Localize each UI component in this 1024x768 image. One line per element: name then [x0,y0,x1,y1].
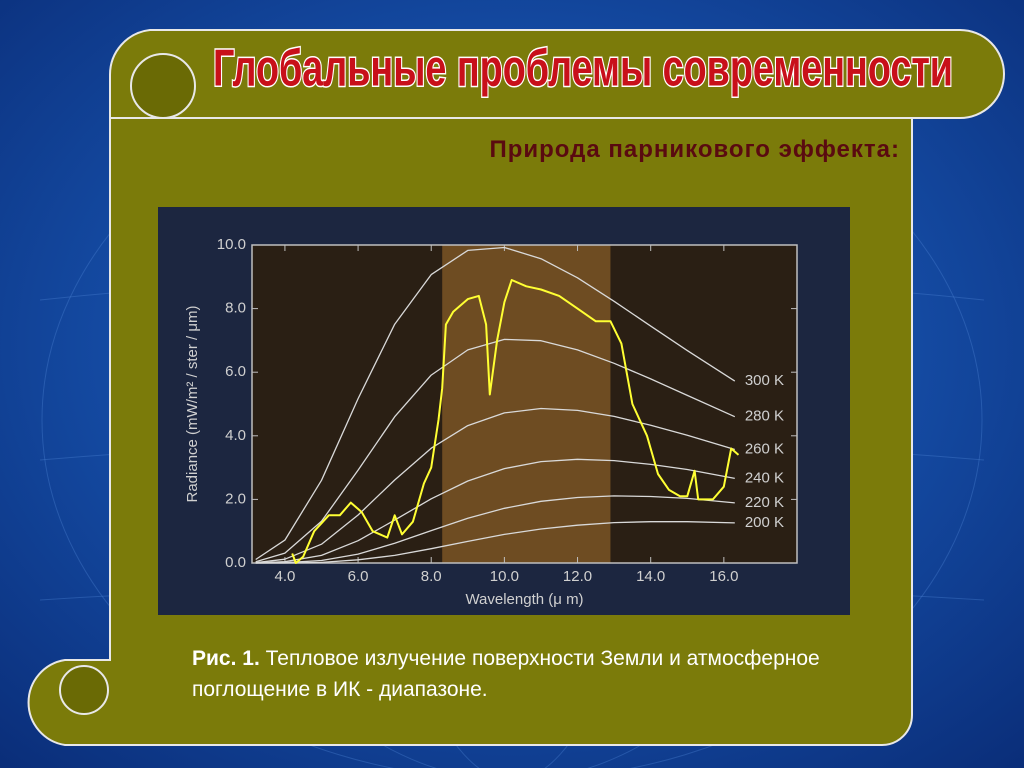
series-label: 240 K [745,469,784,486]
y-tick-label: 0.0 [225,554,246,571]
y-tick-label: 4.0 [225,427,246,444]
series-line [255,246,736,561]
scroll-curl [59,665,109,715]
x-tick-label: 4.0 [274,568,295,585]
series-line [255,521,735,564]
series-line [255,495,735,564]
caption-label: Рис. 1. [192,647,260,670]
y-tick-label: 8.0 [225,300,246,317]
slide-title: Глобальные проблемы современности [213,40,953,98]
caption-text: Тепловое излучение поверхности Земли и а… [192,647,820,701]
subtitle: Природа парникового эффекта: [489,136,900,163]
y-axis-label: Radiance (mW/m² / ster / μm) [184,306,201,503]
series-line [255,458,735,564]
series-line [255,407,735,564]
x-tick-label: 14.0 [636,568,665,585]
series-label: 300 K [745,372,784,389]
caption: Рис. 1. Тепловое излучение поверхности З… [192,643,832,705]
y-tick-label: 2.0 [225,490,246,507]
x-tick-label: 6.0 [348,568,369,585]
x-tick-label: 10.0 [490,568,519,585]
shaded-band [442,245,611,563]
series-label: 220 K [745,494,784,511]
series-line [291,279,740,564]
x-tick-label: 16.0 [709,568,738,585]
series-label: 200 K [745,514,784,531]
x-axis-label: Wavelength (μ m) [465,591,583,608]
scroll-curl [130,53,196,119]
y-tick-label: 10.0 [217,236,246,253]
series-line [255,338,736,563]
x-tick-label: 8.0 [421,568,442,585]
series-label: 260 K [745,440,784,457]
x-tick-label: 12.0 [563,568,592,585]
series-label: 280 K [745,408,784,425]
plot-frame [251,244,798,564]
y-tick-label: 6.0 [225,363,246,380]
